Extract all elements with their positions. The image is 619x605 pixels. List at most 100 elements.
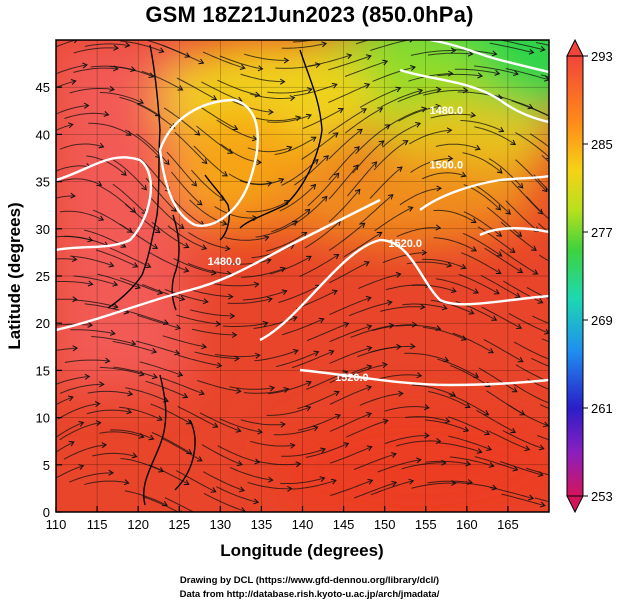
streamline-arrowhead [148, 434, 155, 441]
temperature-field [56, 40, 549, 512]
streamline-arrowhead [280, 421, 286, 428]
y-tick-label: 45 [36, 80, 50, 95]
streamline [503, 280, 543, 304]
streamline-arrowhead [152, 243, 159, 249]
streamline [164, 497, 195, 512]
streamline [358, 273, 401, 290]
streamline [56, 281, 93, 285]
streamline-arrowhead [156, 415, 163, 421]
streamline [297, 414, 341, 431]
streamline [305, 442, 349, 458]
streamline-arrowhead [178, 223, 185, 229]
y-tick-label: 20 [36, 316, 50, 331]
streamline [489, 42, 534, 54]
streamline-arrowhead [201, 343, 208, 350]
streamline-arrowhead [131, 452, 138, 459]
streamline-arrowhead [387, 194, 394, 200]
streamline-arrowhead [388, 322, 395, 329]
streamline-arrowhead [516, 323, 523, 329]
streamline-arrowhead [67, 122, 74, 129]
streamline-arrowhead [266, 180, 273, 187]
streamline [539, 404, 549, 409]
streamline [301, 132, 339, 160]
streamline-arrowhead [416, 372, 423, 379]
streamline-arrowhead [516, 231, 523, 237]
streamline-arrowhead [112, 280, 119, 287]
streamline-arrowhead [96, 180, 103, 186]
streamline [475, 185, 511, 215]
streamline-arrowhead [252, 215, 258, 222]
streamline [454, 68, 500, 75]
streamline [56, 376, 90, 385]
streamline-arrowhead [235, 387, 242, 394]
streamline [69, 88, 115, 94]
streamline [99, 431, 144, 438]
streamline-arrowhead [450, 47, 457, 54]
contour-label: 1500.0 [429, 160, 463, 172]
streamline [329, 446, 372, 464]
streamline [265, 232, 307, 252]
streamline [330, 479, 373, 496]
streamline-arrowhead [255, 352, 261, 359]
streamline-arrowhead [183, 479, 190, 486]
streamline-arrowhead [343, 322, 350, 328]
streamline [56, 396, 74, 406]
streamline [84, 480, 129, 485]
streamline [229, 386, 275, 390]
streamline-arrowhead [78, 464, 85, 470]
streamline-arrowhead [239, 64, 246, 70]
streamline [273, 426, 318, 436]
x-tick-label: 135 [251, 517, 273, 532]
streamline-arrowhead [435, 86, 442, 93]
streamline [267, 381, 312, 395]
streamline [343, 231, 382, 258]
streamline-arrowhead [510, 139, 516, 146]
streamline [167, 225, 207, 250]
streamline [150, 197, 184, 229]
streamline [56, 105, 89, 115]
streamline-arrowhead [528, 48, 535, 55]
streamline [70, 329, 115, 335]
streamline [175, 470, 216, 493]
streamline [229, 99, 273, 113]
streamline [437, 358, 479, 378]
streamline-arrowhead [235, 427, 242, 433]
streamline [508, 404, 549, 427]
streamline-arrowhead [446, 261, 453, 268]
streamline-arrowhead [539, 501, 546, 508]
streamline [489, 487, 534, 499]
streamline [359, 87, 401, 108]
streamline-arrowhead [396, 166, 403, 172]
streamline-arrowhead [357, 128, 363, 135]
streamline-arrowhead [210, 487, 217, 493]
streamline [136, 133, 170, 165]
streamline [399, 187, 442, 206]
streamline-arrowhead [71, 256, 78, 263]
streamline [241, 267, 286, 278]
colorbar-bar [566, 55, 584, 497]
streamline-arrowhead [377, 107, 384, 113]
streamline [358, 194, 394, 225]
streamline-arrowhead [185, 418, 192, 425]
streamline-arrowhead [158, 47, 165, 54]
streamline-arrowhead [468, 309, 475, 315]
streamline-arrowhead [496, 231, 503, 237]
streamline-arrowhead [421, 106, 428, 113]
streamline [73, 275, 118, 286]
streamline-arrowhead [121, 170, 127, 176]
streamline-arrowhead [446, 127, 453, 134]
streamline-arrowhead [151, 373, 158, 380]
streamline [203, 492, 246, 512]
streamline-arrowhead [371, 161, 378, 168]
streamline [293, 83, 337, 97]
streamline [463, 211, 502, 237]
contour-label: 1520.0 [388, 238, 422, 250]
streamline-arrowhead [132, 262, 139, 268]
streamline [328, 222, 366, 251]
streamline [203, 471, 245, 492]
streamline [220, 143, 262, 163]
streamline [177, 406, 218, 428]
streamline-arrowhead [289, 95, 296, 102]
streamline-arrowhead [289, 442, 296, 449]
streamline-arrowhead [253, 498, 260, 505]
